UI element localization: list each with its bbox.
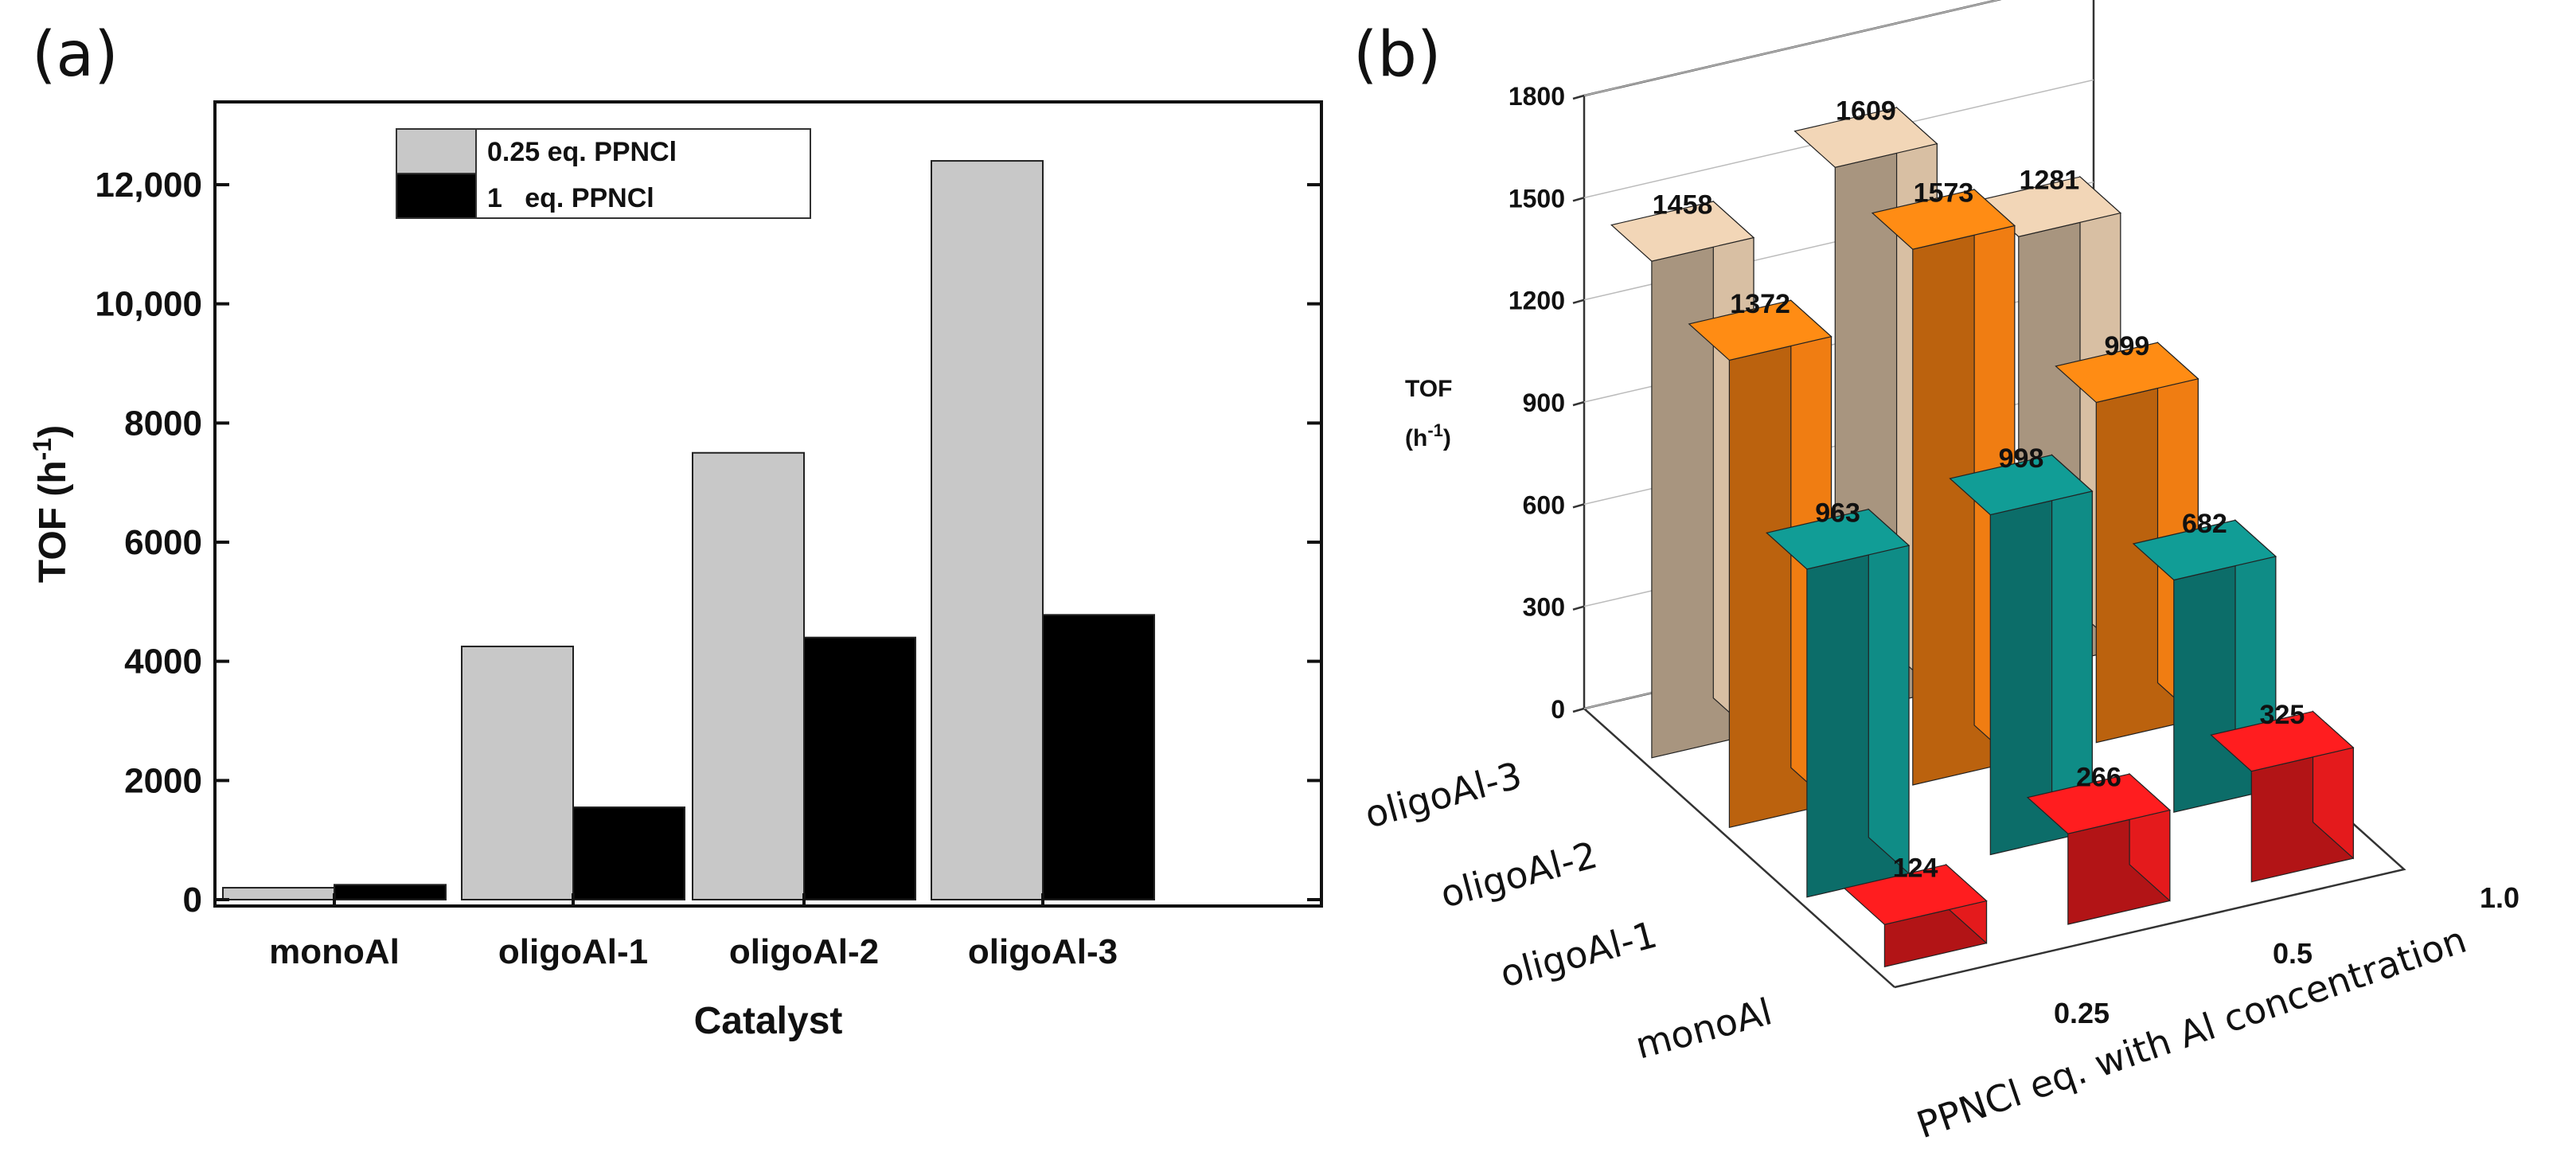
bar-oligoAl-2-1eq [803, 636, 916, 900]
x-tick-label: oligoAl-1 [498, 932, 648, 971]
z-tick-mark [1572, 707, 1585, 713]
value-label-oligoAl-3-0.5: 1609 [1836, 96, 1896, 127]
z-tick-label: 1800 [1509, 82, 1565, 111]
value-label-oligoAl-3-0.25: 1458 [1653, 190, 1713, 221]
z-tick-mark [1572, 605, 1585, 611]
value-label-oligoAl-1-1.0: 682 [2182, 509, 2227, 539]
legend-label-1eq: 1 eq. PPNCl [487, 183, 654, 213]
row-label-oligoAl-3: oligoAl-3 [1360, 753, 1526, 836]
panel-a-label: (a) [32, 19, 119, 91]
x-tick-label: oligoAl-2 [729, 932, 879, 971]
z-tick-mark [1572, 503, 1585, 509]
x-tick-label: monoAl [269, 932, 400, 971]
chart-a-y-title-close: ) [32, 425, 74, 438]
chart-a-y-title-sup: -1 [28, 438, 57, 460]
chart-a-plot-frame [213, 100, 1323, 908]
z-tick-label: 0 [1551, 695, 1565, 724]
bar-monoAl-0.25eq [222, 887, 335, 900]
legend-swatch-1eq [396, 173, 477, 219]
z-tick-mark [1572, 400, 1585, 407]
bar-oligoAl-2-0.25eq [692, 451, 805, 900]
value-label-monoAl-0.25: 124 [1893, 853, 1938, 884]
bar3d-top-face [1766, 509, 1911, 570]
chart-b-z-title-line2: (h-1) [1405, 420, 1451, 452]
bar-oligoAl-1-0.25eq [461, 645, 574, 900]
bar-oligoAl-3-0.25eq [931, 160, 1044, 901]
bar3d-oligoAl-2-0.5 [1871, 188, 2016, 786]
z-tick-label: 1500 [1509, 184, 1565, 213]
bar3d-oligoAl-1-0.5 [1949, 454, 2094, 856]
legend-box [475, 128, 811, 219]
y-tick-label: 6000 [124, 523, 202, 562]
value-label-oligoAl-2-0.5: 1573 [1914, 178, 1974, 209]
bar3d-top-face [2210, 710, 2355, 772]
row-label-monoAl: monoAl [1631, 990, 1777, 1067]
bar3d-top-face [1793, 107, 1938, 168]
chart-b: 0 300 600 900 1200 1500 1800 1458 1609 1281 1372 1… [1360, 0, 2519, 1146]
value-label-oligoAl-2-1.0: 999 [2105, 331, 2150, 361]
legend-swatch-0.25eq [396, 128, 477, 174]
legend-label-0.25eq: 0.25 eq. PPNCl [487, 137, 677, 167]
z-tick-mark [1572, 94, 1585, 100]
chart-b-z-title-line1: TOF [1405, 376, 1452, 402]
bar3d-monoAl-1.0 [2210, 710, 2355, 883]
y-tick-label: 10,000 [95, 285, 202, 324]
row-label-oligoAl-2: oligoAl-2 [1436, 833, 1602, 916]
chart-a-y-title-main: TOF (h [32, 460, 74, 583]
y-tick-label: 8000 [124, 404, 202, 443]
z-tick-mark [1572, 197, 1585, 202]
chart-a-legend: 0.25 eq. PPNCl 1 eq. PPNCl [396, 128, 811, 219]
value-label-oligoAl-3-1.0: 1281 [2020, 166, 2080, 196]
bar3d-top-face [1871, 189, 2016, 250]
y-tick-label: 12,000 [95, 166, 202, 205]
value-label-oligoAl-1-0.5: 998 [1999, 443, 2044, 474]
chart-b-z-title-close: ) [1443, 425, 1451, 451]
bar3d-top-face [1610, 201, 1755, 262]
chart-a: 0 2000 4000 6000 8000 10,000 12,000 monoAl oligo… [28, 100, 1323, 1042]
col-label-0.25: 0.25 [2054, 997, 2110, 1029]
chart-a-y-title: TOF (h-1) [28, 425, 74, 583]
chart-b-x-title: PPNCl eq. with Al concentration [1911, 918, 2472, 1146]
chart-a-x-title: Catalyst [694, 1000, 843, 1042]
chart-b-z-title-main: (h [1405, 425, 1427, 451]
col-label-1.0: 1.0 [2480, 881, 2519, 914]
y-tick-label: 2000 [124, 761, 202, 800]
y-tick-label: 0 [183, 881, 202, 920]
col-label-0.5: 0.5 [2273, 937, 2313, 970]
x-tick-label: oligoAl-3 [968, 932, 1118, 971]
bar3d-oligoAl-2-1.0 [2055, 341, 2199, 744]
z-tick-label: 600 [1523, 490, 1565, 519]
bar3d-top-face [2132, 519, 2277, 581]
bar3d-top-face [1843, 864, 1988, 925]
bar3d-top-face [1949, 454, 2094, 516]
z-tick-mark [1572, 299, 1585, 304]
z-tick-label: 300 [1523, 593, 1565, 622]
chart-b-z-title-sup: -1 [1427, 420, 1443, 440]
bar3d-monoAl-0.5 [2026, 772, 2172, 925]
z-grid-line [1583, 0, 2000, 96]
y-tick-label: 4000 [124, 642, 202, 681]
value-label-oligoAl-2-0.25: 1372 [1730, 289, 1790, 319]
z-tick-label: 1200 [1509, 287, 1565, 315]
bar3d-side-face [1868, 508, 1910, 875]
bar-oligoAl-1-1eq [572, 806, 685, 901]
value-label-oligoAl-1-0.25: 963 [1815, 498, 1860, 528]
value-label-monoAl-1.0: 325 [2260, 700, 2305, 730]
bar-monoAl-1eq [334, 884, 447, 900]
bar3d-monoAl-0.25 [1843, 863, 1988, 968]
z-tick-label: 900 [1523, 389, 1565, 417]
bar-oligoAl-3-1eq [1042, 614, 1155, 901]
row-label-oligoAl-1: oligoAl-1 [1496, 912, 1661, 995]
panel-b-label: (b) [1353, 19, 1441, 91]
value-label-monoAl-0.5: 266 [2076, 763, 2121, 793]
bar3d-top-face [1688, 299, 1832, 361]
bar3d-top-face [2026, 773, 2172, 834]
bar3d-top-face [2055, 342, 2199, 404]
